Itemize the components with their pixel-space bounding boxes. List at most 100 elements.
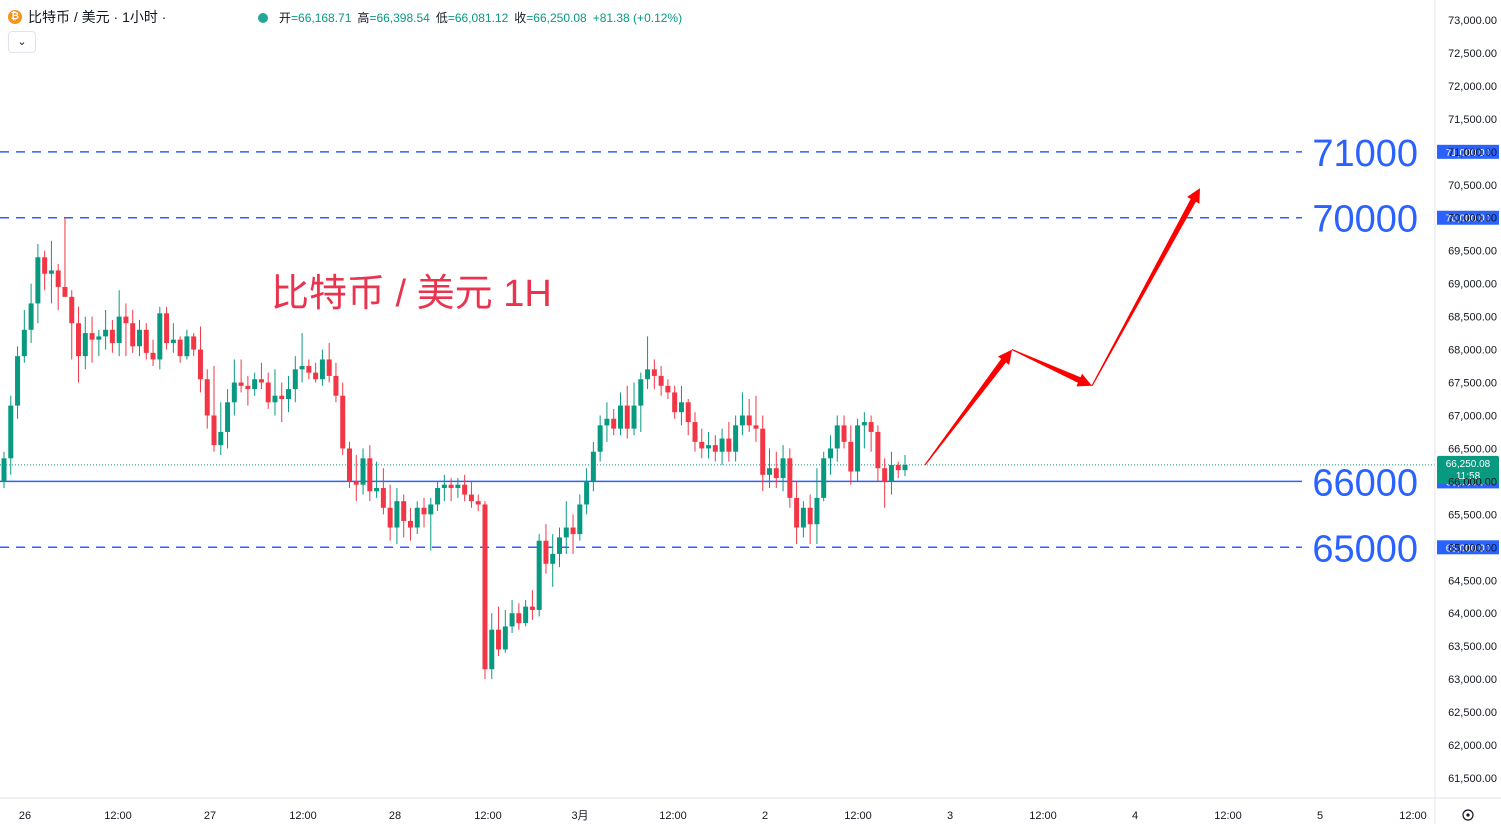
candle[interactable] [340,382,346,456]
candle[interactable] [130,310,136,353]
candle[interactable] [21,310,27,363]
candle[interactable] [394,487,400,545]
candle[interactable] [712,435,718,462]
candle[interactable] [719,428,725,465]
candle[interactable] [570,514,576,554]
candle[interactable] [42,250,48,291]
candle[interactable] [645,336,651,390]
candle[interactable] [265,372,271,409]
candle[interactable] [292,356,298,403]
candle[interactable] [211,366,217,452]
candle[interactable] [496,606,502,657]
candle[interactable] [441,474,447,502]
candle[interactable] [407,507,413,541]
candle[interactable] [475,494,481,512]
candle[interactable] [272,369,278,416]
candle[interactable] [638,372,644,432]
candle[interactable] [855,418,861,482]
candle[interactable] [380,468,386,515]
candle[interactable] [333,362,339,403]
candle[interactable] [367,445,373,502]
candle[interactable] [482,501,488,680]
candle[interactable] [773,451,779,488]
candle[interactable] [861,412,867,449]
candle[interactable] [692,412,698,452]
candle[interactable] [319,349,325,386]
candle[interactable] [760,415,766,492]
candle[interactable] [421,497,427,528]
candle[interactable] [814,468,820,545]
candle[interactable] [706,431,712,459]
candle[interactable] [238,359,244,393]
candle[interactable] [685,399,691,436]
candle[interactable] [489,613,495,680]
candle[interactable] [218,402,224,456]
candle[interactable] [597,415,603,462]
candle[interactable] [252,372,258,396]
candle[interactable] [821,451,827,502]
candle[interactable] [448,478,454,502]
symbol-header[interactable]: ₿ 比特币 / 美元 · 1小时 · [8,7,166,27]
candle[interactable] [164,306,170,350]
candle[interactable] [353,455,359,502]
candle[interactable] [197,326,203,393]
projection-arrow[interactable] [1011,349,1092,387]
candle[interactable] [604,402,610,442]
candle[interactable] [739,392,745,436]
candle[interactable] [313,362,319,383]
candle[interactable] [895,461,901,479]
candle[interactable] [143,323,149,360]
candle[interactable] [800,501,806,538]
candle[interactable] [136,319,142,357]
candle[interactable] [15,346,21,419]
projection-arrow[interactable] [1091,188,1201,387]
candle[interactable] [516,603,522,630]
candle[interactable] [177,336,183,363]
collapse-legend-button[interactable]: ⌄ [8,31,36,53]
candle[interactable] [170,323,176,353]
candle[interactable] [76,306,82,383]
candle[interactable] [902,455,908,477]
projection-arrow[interactable] [924,349,1013,466]
candle[interactable] [286,375,292,413]
candle[interactable] [787,448,793,508]
candle[interactable] [204,369,210,429]
candle[interactable] [665,379,671,399]
candle[interactable] [69,290,75,360]
candle[interactable] [834,415,840,462]
candle[interactable] [502,609,508,653]
candle[interactable] [624,385,630,439]
candle[interactable] [678,385,684,426]
candle[interactable] [726,422,732,462]
candle[interactable] [103,310,109,350]
candle[interactable] [848,425,854,485]
candle[interactable] [62,217,68,297]
candle[interactable] [794,481,800,545]
candle[interactable] [326,342,332,383]
candle[interactable] [523,600,529,627]
candle[interactable] [557,527,563,568]
candle[interactable] [8,395,14,475]
candle[interactable] [888,451,894,495]
candle[interactable] [35,244,41,324]
candle[interactable] [733,415,739,462]
candle[interactable] [631,382,637,436]
candle[interactable] [150,339,156,367]
candle[interactable] [1,451,7,488]
candle[interactable] [184,329,190,360]
candle[interactable] [529,590,535,620]
candle[interactable] [123,303,129,357]
candle[interactable] [48,240,54,304]
candle[interactable] [401,494,407,538]
candle[interactable] [89,316,95,363]
candle[interactable] [543,524,549,574]
candle[interactable] [577,494,583,541]
candle[interactable] [231,359,237,416]
candle[interactable] [387,484,393,541]
candle[interactable] [658,366,664,396]
candle[interactable] [374,461,380,498]
candle[interactable] [279,382,285,423]
candle[interactable] [875,425,881,482]
candle[interactable] [116,290,122,357]
candle[interactable] [55,263,61,311]
